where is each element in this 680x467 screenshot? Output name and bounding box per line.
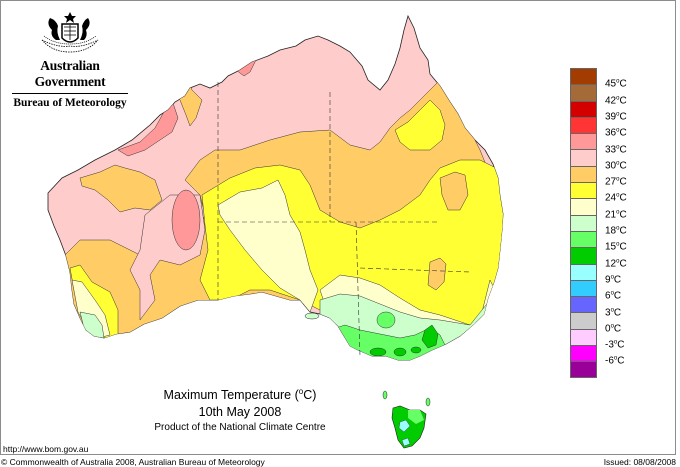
island-flinders <box>425 397 431 407</box>
legend-swatch <box>570 312 597 329</box>
zone-15c-patch <box>376 311 396 329</box>
legend-label: 21oC <box>605 209 627 221</box>
legend-label: 33oC <box>605 143 627 156</box>
tasmania-9c-south <box>401 437 411 447</box>
zone-33c-pilbara <box>117 99 179 157</box>
zone-27c-qld-patch <box>439 171 469 211</box>
bom-url-link[interactable]: http://www.bom.gov.au <box>3 444 89 454</box>
zone-24c-qld-coast <box>394 99 446 151</box>
zone-12c-alps <box>421 324 439 349</box>
australia-temperature-map <box>47 14 504 449</box>
legend-label: 9oC <box>605 274 622 286</box>
legend-swatch <box>570 296 597 313</box>
legend-swatch <box>570 247 597 264</box>
map-date: 10th May 2008 <box>198 405 282 420</box>
bureau-name: Bureau of Meteorology <box>13 97 127 109</box>
legend-label: 39oC <box>605 111 627 123</box>
legend-swatch <box>570 149 597 166</box>
legend-swatch <box>570 361 597 378</box>
legend-swatch <box>570 230 597 248</box>
legend-color-scale <box>570 68 597 378</box>
legend-swatch <box>570 68 597 85</box>
zone-12c-patch <box>369 347 387 357</box>
island-kangaroo <box>304 312 320 320</box>
legend-label: 42oC <box>605 94 627 107</box>
legend-label: 45oC <box>605 78 627 90</box>
logo-divider <box>12 93 128 94</box>
legend-swatch <box>570 165 597 183</box>
legend-label: -3oC <box>605 339 625 351</box>
legend-label: 27oC <box>605 176 627 188</box>
bom-logo: Australian Government Bureau of Meteorol… <box>8 10 132 109</box>
tasmania-15c <box>408 410 424 424</box>
legend-swatch <box>570 345 597 362</box>
zone-27c-nsw-patch <box>427 257 447 291</box>
legend-label: 15oC <box>605 241 627 253</box>
legend-swatch <box>570 133 597 150</box>
legend-label: 6oC <box>605 290 622 302</box>
legend-label: 30oC <box>605 160 627 172</box>
legend-swatch <box>570 100 597 117</box>
legend-swatch <box>570 214 597 231</box>
legend-label: 0oC <box>605 323 622 335</box>
legend-swatch <box>570 182 597 199</box>
legend-swatch <box>570 279 597 297</box>
legend-label: 12oC <box>605 257 627 270</box>
zone-12c-patch <box>410 346 422 354</box>
zone-27c-wa-patch <box>79 164 163 213</box>
government-name: Australian Government <box>34 58 106 89</box>
legend-label: 18oC <box>605 225 627 237</box>
legend-swatch <box>570 328 597 346</box>
legend-label: -6oC <box>605 355 625 368</box>
tasmania-9c <box>398 419 411 433</box>
map-title: Maximum Temperature (oC) <box>163 387 317 403</box>
legend-swatch <box>570 198 597 215</box>
state-borders <box>217 82 471 357</box>
issued-date: Issued: 08/08/2008 <box>603 457 676 467</box>
temperature-legend: 45oC 42oC 39oC 36oC 33oC 30oC 27oC 24oC 21oC 18oC… <box>570 68 627 378</box>
map-title-block: Maximum Temperature (oC) 10th May 2008 P… <box>130 384 350 435</box>
zone-33c-oval <box>171 189 201 251</box>
legend-label: 3oC <box>605 306 622 319</box>
legend-swatch <box>570 263 597 280</box>
zone-21c-sa <box>217 179 319 313</box>
coat-of-arms-icon <box>41 12 99 53</box>
zone-12c-patch <box>393 347 407 357</box>
copyright-text: © Commonwealth of Australia 2008, Austra… <box>1 457 265 467</box>
legend-label: 36oC <box>605 127 627 139</box>
island-king <box>382 390 388 400</box>
legend-swatch <box>570 116 597 134</box>
legend-label: 24oC <box>605 192 627 205</box>
legend-swatch <box>570 84 597 101</box>
map-product: Product of the National Climate Centre <box>154 422 326 434</box>
